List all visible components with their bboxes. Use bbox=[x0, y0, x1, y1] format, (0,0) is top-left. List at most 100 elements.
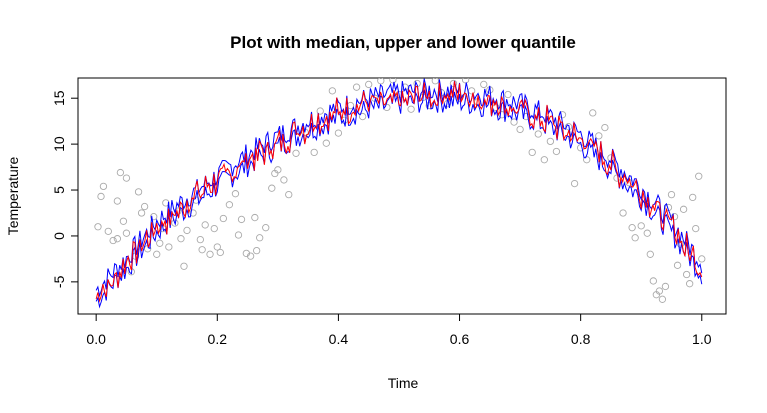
scatter-point bbox=[104, 227, 112, 236]
scatter-point bbox=[134, 188, 143, 196]
scatter-point bbox=[116, 168, 125, 177]
scatter-point bbox=[365, 80, 373, 89]
y-tick-label: 10 bbox=[51, 136, 67, 152]
scatter-point bbox=[646, 250, 654, 258]
y-axis: -5 0 5 10 15 bbox=[51, 90, 79, 288]
scatter-point bbox=[377, 78, 385, 85]
scatter-point bbox=[682, 270, 691, 279]
x-tick-label: 0.2 bbox=[208, 331, 228, 347]
scatter-point bbox=[280, 176, 288, 184]
scatter-point bbox=[619, 209, 627, 217]
scatter-point bbox=[649, 277, 657, 285]
scatter-point bbox=[153, 250, 161, 258]
scatter-point bbox=[231, 190, 240, 198]
scatter-point bbox=[510, 118, 518, 126]
scatter-point bbox=[251, 213, 259, 222]
scatter-point bbox=[679, 205, 688, 213]
scatter-point bbox=[689, 193, 697, 202]
scatter-point bbox=[658, 295, 667, 303]
scatter-point bbox=[528, 148, 536, 157]
y-tick-label: 5 bbox=[51, 186, 67, 194]
scatter-point bbox=[198, 246, 206, 254]
scatter-point bbox=[407, 105, 415, 113]
x-tick-label: 0.0 bbox=[86, 331, 106, 347]
scatter-point bbox=[234, 231, 243, 239]
scatter-point bbox=[156, 239, 164, 247]
plot-area bbox=[94, 78, 706, 309]
scatter-point bbox=[206, 250, 214, 258]
median-line bbox=[95, 81, 703, 303]
x-tick-label: 1.0 bbox=[692, 331, 712, 347]
y-tick-label: -5 bbox=[51, 275, 67, 288]
scatter-point bbox=[595, 132, 603, 140]
scatter-point bbox=[425, 101, 433, 110]
scatter-point bbox=[97, 192, 105, 201]
scatter-point bbox=[285, 190, 293, 199]
scatter-point bbox=[122, 229, 131, 237]
scatter-point bbox=[237, 215, 246, 224]
scatter-point bbox=[246, 252, 255, 260]
y-tick-label: 0 bbox=[51, 232, 67, 240]
scatter-point bbox=[253, 246, 261, 255]
scatter-point bbox=[352, 83, 361, 91]
scatter-point bbox=[516, 125, 524, 134]
scatter-point bbox=[150, 213, 158, 221]
scatter-point bbox=[673, 261, 682, 269]
scatter-point bbox=[631, 234, 639, 242]
scatter-point bbox=[322, 139, 330, 147]
scatter-point bbox=[171, 219, 179, 227]
scatter-point bbox=[196, 235, 204, 244]
scatter-point bbox=[137, 209, 146, 217]
scatter-point bbox=[262, 224, 270, 232]
scatter-point bbox=[552, 147, 561, 156]
scatter-point bbox=[358, 112, 367, 121]
scatter-point bbox=[540, 156, 548, 164]
scatter-point bbox=[334, 129, 343, 137]
scatter-point bbox=[431, 78, 439, 85]
scatter-point bbox=[461, 78, 470, 84]
scatter-point bbox=[589, 109, 597, 117]
scatter-point bbox=[601, 123, 609, 132]
scatter-point bbox=[201, 221, 209, 229]
scatter-point bbox=[328, 87, 337, 95]
scatter-point bbox=[268, 184, 276, 192]
plot-frame bbox=[77, 77, 727, 315]
scatter-point bbox=[180, 262, 188, 270]
scatter-point bbox=[109, 236, 117, 245]
x-tick-label: 0.8 bbox=[571, 331, 591, 347]
scatter-point bbox=[661, 282, 670, 291]
scatter-point bbox=[637, 222, 645, 230]
scatter-point bbox=[210, 224, 218, 233]
scatter-point bbox=[643, 229, 651, 237]
y-axis-label: Temperature bbox=[5, 156, 21, 235]
scatter-point bbox=[692, 224, 700, 233]
scatter-point bbox=[310, 148, 318, 157]
scatter-point bbox=[189, 209, 197, 217]
scatter-point bbox=[670, 213, 679, 221]
scatter-point bbox=[94, 223, 102, 231]
scatter-point bbox=[564, 123, 573, 131]
scatter-point bbox=[698, 255, 706, 263]
x-axis: 0.0 0.2 0.4 0.6 0.8 1.0 bbox=[86, 313, 712, 347]
scatter-point bbox=[570, 179, 579, 188]
scatter-point bbox=[695, 172, 703, 180]
scatter-point bbox=[219, 214, 227, 223]
scatter-point bbox=[655, 287, 664, 295]
x-axis-label: Time bbox=[388, 375, 419, 391]
scatter-point bbox=[122, 174, 131, 182]
upper-quantile-line bbox=[95, 78, 703, 298]
chart-title: Plot with median, upper and lower quanti… bbox=[230, 33, 576, 52]
scatter-point bbox=[225, 201, 234, 209]
scatter-point bbox=[113, 197, 122, 205]
scatter-point bbox=[628, 224, 636, 232]
scatter-point bbox=[504, 90, 512, 99]
scatter-point bbox=[546, 137, 555, 146]
scatter-point bbox=[177, 235, 185, 243]
scatter-point bbox=[256, 234, 264, 242]
scatter-point bbox=[480, 80, 488, 89]
scatter-point bbox=[213, 243, 221, 251]
scatter-point bbox=[316, 107, 324, 115]
x-tick-label: 0.6 bbox=[450, 331, 470, 347]
scatter-point bbox=[271, 169, 279, 178]
